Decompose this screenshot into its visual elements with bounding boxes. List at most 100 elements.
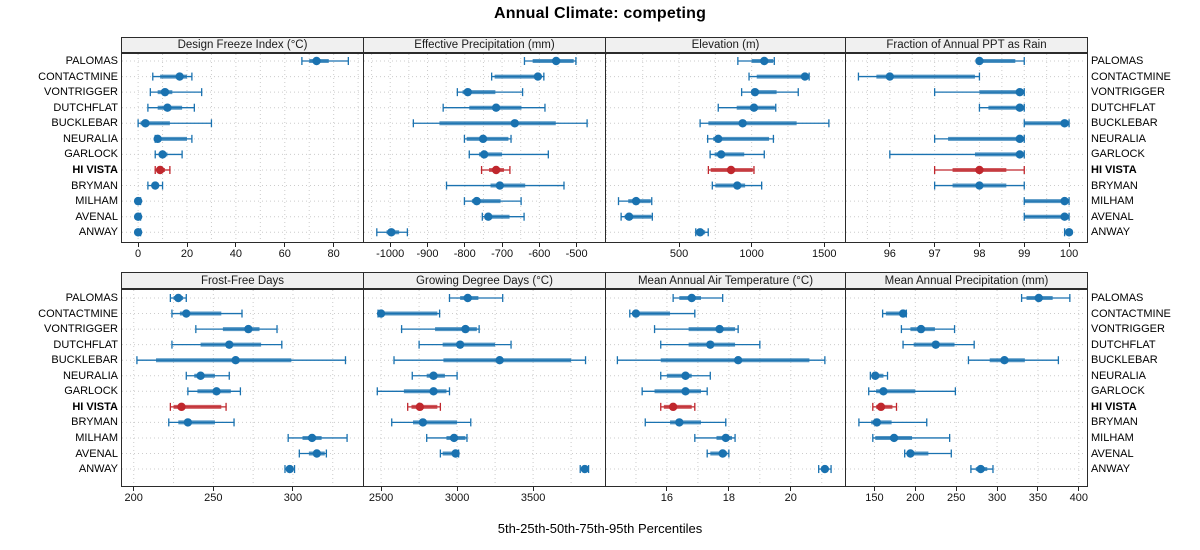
axis-tick <box>914 487 916 491</box>
axis-tick-label: 40 <box>229 248 242 260</box>
axis-tick-label: 300 <box>987 492 1007 504</box>
series-avenal <box>706 449 730 458</box>
axis-tick-label: -1000 <box>376 248 405 260</box>
series-palomas <box>672 293 724 303</box>
panel-header-effective-precipitation-mm-: Effective Precipitation (mm) <box>363 37 606 53</box>
series-hi-vista <box>169 402 227 412</box>
series-milham <box>426 433 468 443</box>
site-label-right-vontrigger: VONTRIGGER <box>1091 323 1165 336</box>
series-garlock <box>641 387 708 396</box>
series-palomas <box>523 56 577 66</box>
series-hi-vista <box>707 165 755 175</box>
site-label-right-dutchflat: DUTCHFLAT <box>1091 101 1156 114</box>
series-hi-vista <box>154 165 171 175</box>
series-palomas <box>1020 293 1071 303</box>
axis-tick <box>1078 487 1080 491</box>
site-label-right-bryman: BRYMAN <box>1091 416 1138 429</box>
series-vontrigger <box>456 87 524 97</box>
axis-tick <box>889 243 891 247</box>
series-palomas <box>448 293 504 303</box>
axis-tick <box>380 487 382 491</box>
panel-plot-frost-free-days <box>121 289 364 487</box>
site-label-right-bryman: BRYMAN <box>1091 179 1138 192</box>
series-bucklebar <box>616 356 826 365</box>
series-dutchflat <box>660 340 761 349</box>
page-title: Annual Climate: competing <box>493 5 707 22</box>
site-label-left-milham: MILHAM <box>75 195 118 208</box>
panel-header-mean-annual-precipitation-mm-: Mean Annual Precipitation (mm) <box>845 272 1088 289</box>
series-neuralia <box>706 134 775 144</box>
series-vontrigger <box>933 87 1025 97</box>
series-milham <box>617 196 653 206</box>
series-vontrigger <box>195 324 278 334</box>
axis-tick <box>427 243 428 247</box>
axis-tick <box>137 243 139 247</box>
axis-tick-label: 350 <box>1028 492 1048 504</box>
series-neuralia <box>185 371 230 380</box>
series-bryman <box>445 181 565 190</box>
series-vontrigger <box>740 87 799 97</box>
axis-tick <box>501 243 503 247</box>
axis-tick <box>1037 487 1039 491</box>
site-label-left-milham: MILHAM <box>75 431 118 444</box>
site-label-left-anway: ANWAY <box>78 463 118 476</box>
site-label-right-palomas: PALOMAS <box>1091 292 1144 304</box>
site-label-left-bryman: BRYMAN <box>71 179 118 192</box>
series-bryman <box>147 181 164 190</box>
series-contactmine <box>171 309 243 318</box>
site-label-right-contactmine: CONTACTMINE <box>1091 307 1171 320</box>
axis-tick-label: 98 <box>973 248 986 260</box>
series-bucklebar <box>1023 119 1070 128</box>
site-label-right-palomas: PALOMAS <box>1091 55 1144 67</box>
axis-tick-label: 60 <box>278 248 291 260</box>
site-label-right-hi-vista: HI VISTA <box>1091 400 1137 413</box>
series-vontrigger <box>653 324 739 334</box>
site-label-left-bryman: BRYMAN <box>71 416 118 429</box>
site-label-left-contactmine: CONTACTMINE <box>38 70 118 83</box>
axis-tick-label: 97 <box>928 248 941 260</box>
axis-tick <box>1068 243 1070 247</box>
series-milham <box>694 433 736 443</box>
axis-tick-label: 99 <box>1018 248 1031 260</box>
axis-tick <box>333 243 335 247</box>
panel-plot-mean-annual-precipitation-mm- <box>845 289 1088 487</box>
site-label-left-garlock: GARLOCK <box>64 385 118 398</box>
series-bucklebar <box>967 356 1060 365</box>
panel-plot-fraction-of-annual-ppt-as-rain <box>845 53 1088 243</box>
site-label-left-dutchflat: DUTCHFLAT <box>53 338 118 351</box>
axis-tick <box>538 243 540 247</box>
axis-tick-label: 20 <box>180 248 194 260</box>
panel-header-design-freeze-index-c-: Design Freeze Index (°C) <box>121 37 364 53</box>
series-hi-vista <box>872 402 898 412</box>
axis-tick <box>978 243 980 247</box>
axis-tick-label: 200 <box>906 492 925 504</box>
series-contactmine <box>881 309 908 318</box>
axis-tick <box>235 243 237 247</box>
axis-tick-label: 250 <box>947 492 966 504</box>
series-contactmine <box>857 72 981 81</box>
series-anway <box>133 228 143 237</box>
axis-tick-label: -500 <box>565 248 588 260</box>
series-anway <box>284 464 296 474</box>
series-avenal <box>481 212 525 221</box>
axis-tick-label: 1000 <box>739 248 764 260</box>
site-label-left-hi-vista: HI VISTA <box>72 400 118 413</box>
axis-tick-label: 250 <box>204 492 223 504</box>
axis-tick <box>1023 243 1025 247</box>
site-label-right-milham: MILHAM <box>1091 431 1134 444</box>
series-palomas <box>169 293 187 303</box>
series-avenal <box>1023 212 1070 221</box>
series-anway <box>376 228 409 237</box>
series-dutchflat <box>442 103 546 112</box>
series-garlock <box>187 387 242 396</box>
panel-header-elevation-m-: Elevation (m) <box>605 37 846 53</box>
series-contactmine <box>748 72 810 81</box>
site-label-left-hi-vista: HI VISTA <box>72 163 118 176</box>
series-bryman <box>933 181 1025 190</box>
series-vontrigger <box>900 324 956 334</box>
series-garlock <box>154 150 183 159</box>
series-bryman <box>858 418 928 427</box>
axis-tick <box>996 487 998 491</box>
series-dutchflat <box>902 340 975 349</box>
